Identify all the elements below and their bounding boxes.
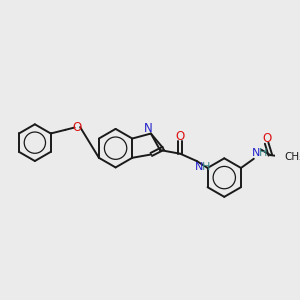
- Text: H: H: [202, 162, 210, 172]
- Text: CH₃: CH₃: [284, 152, 300, 162]
- Text: N: N: [144, 122, 152, 136]
- Text: N: N: [194, 162, 203, 172]
- Text: H: H: [259, 148, 267, 158]
- Text: O: O: [73, 121, 82, 134]
- Text: O: O: [176, 130, 185, 143]
- Text: N: N: [251, 148, 260, 158]
- Text: O: O: [262, 132, 271, 145]
